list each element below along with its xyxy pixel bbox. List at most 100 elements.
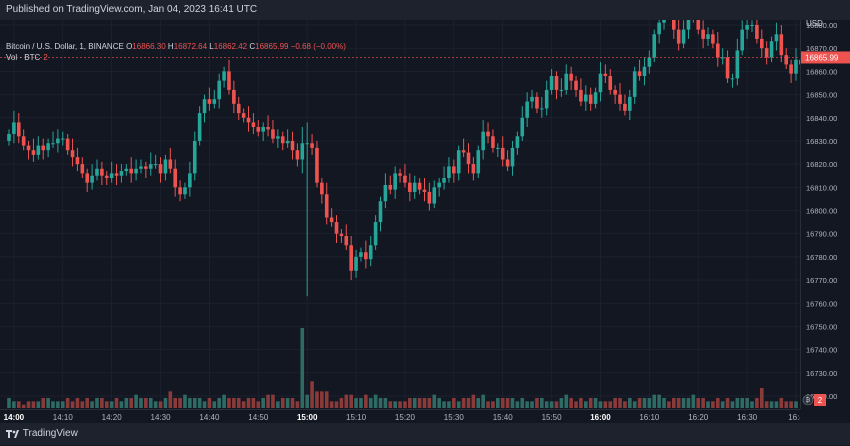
volume-bar — [192, 398, 197, 408]
volume-tag-label: 2 — [818, 396, 823, 405]
candle-body — [701, 29, 705, 39]
volume-bar — [525, 401, 529, 408]
price-axis[interactable]: 16720.0016730.0016740.0016750.0016760.00… — [800, 19, 850, 409]
candle-body — [784, 55, 789, 65]
volume-bar — [486, 401, 490, 408]
volume-bar — [696, 398, 701, 408]
volume-bar — [681, 398, 686, 408]
volume-bar — [408, 398, 412, 408]
candle-body — [139, 166, 143, 169]
volume-bar — [148, 398, 153, 408]
price-tick-label: 16820.00 — [806, 160, 837, 169]
tradingview-logo[interactable]: TradingView — [6, 423, 78, 446]
volume-bar — [26, 401, 31, 408]
volume-value: 2 — [43, 53, 48, 62]
chart-area[interactable]: Bitcoin / U.S. Dollar, 1, BINANCE O16866… — [0, 0, 808, 409]
candle-body — [510, 147, 515, 167]
volume-bar — [217, 398, 221, 408]
price-tick-label: 16750.00 — [806, 322, 837, 331]
candle-body — [608, 76, 613, 90]
volume-bar — [608, 401, 613, 408]
candle-body — [246, 117, 251, 123]
volume-tag — [814, 394, 826, 406]
legend-change: −0.68 (−0.00%) — [290, 42, 346, 51]
candle-body — [628, 96, 632, 111]
candle-body — [417, 182, 422, 190]
candle-body — [148, 164, 153, 169]
volume-bar — [789, 401, 793, 408]
candle-body — [647, 57, 652, 67]
volume-bar — [7, 398, 11, 408]
volume-bar — [80, 401, 85, 408]
volume-bar — [329, 401, 334, 408]
candle-body — [95, 168, 99, 176]
candle-body — [544, 89, 549, 109]
volume-bar — [584, 401, 588, 408]
volume-bar — [735, 398, 740, 408]
volume-bar — [36, 401, 41, 408]
volume-bar — [442, 401, 446, 408]
candle-body — [530, 96, 534, 102]
candle-body — [324, 194, 329, 218]
volume-bar — [163, 398, 168, 408]
candle-body — [261, 127, 265, 132]
candle-body — [500, 147, 505, 160]
volume-bar — [667, 401, 671, 408]
time-tick-label: 16:20 — [688, 413, 709, 422]
candle-body — [46, 143, 50, 151]
volume-bar — [344, 394, 349, 408]
candle-body — [163, 159, 168, 174]
volume-bar — [349, 394, 353, 408]
footer: TradingView — [0, 423, 850, 445]
volume-bar — [559, 398, 564, 408]
candle-body — [779, 34, 784, 56]
candle-body — [315, 147, 319, 183]
candle-body — [36, 145, 41, 155]
candle-body — [584, 94, 588, 102]
candle-body — [134, 168, 138, 174]
volume-bar — [280, 398, 285, 408]
legend-high-value: 16872.64 — [173, 42, 208, 51]
candle-body — [720, 57, 725, 59]
time-tick-label: 15:40 — [493, 413, 514, 422]
volume-bar — [549, 401, 554, 408]
candle-body — [520, 117, 525, 137]
volume-bar — [373, 394, 378, 408]
candle-body — [549, 76, 554, 90]
volume-bar — [422, 398, 427, 408]
candle-body — [554, 76, 559, 90]
candlestick-chart[interactable] — [0, 0, 808, 409]
volume-bar — [510, 398, 515, 408]
volume-bar — [745, 398, 749, 408]
time-tick-label: 14:00 — [4, 413, 25, 422]
volume-bar — [530, 401, 534, 408]
volume-bar — [676, 398, 681, 408]
candle-body — [100, 168, 104, 176]
volume-bar — [290, 398, 295, 408]
volume-bar — [388, 401, 393, 408]
candle-body — [794, 59, 798, 74]
volume-bar — [461, 398, 466, 408]
last-price-label: 16865.99 — [805, 53, 839, 62]
price-tick-label: 16800.00 — [806, 207, 837, 216]
time-axis-labels: 14:00 14:10 14:20 14:30 14:40 14:50 15:00 15:10… — [4, 413, 805, 422]
candle-body — [711, 34, 715, 44]
candle-body — [525, 101, 529, 118]
candle-body — [559, 89, 564, 91]
candle-body — [598, 73, 603, 93]
candle-body — [197, 113, 202, 141]
candle-body — [21, 136, 26, 146]
candle-body — [676, 29, 681, 44]
volume-bar — [574, 401, 578, 408]
candle-body — [51, 143, 55, 145]
candle-body — [104, 175, 109, 179]
volume-bar — [129, 398, 134, 408]
candle-body — [408, 182, 412, 192]
candle-body — [290, 140, 295, 151]
candle-body — [393, 173, 397, 190]
candle-body — [564, 73, 569, 90]
volume-bar — [41, 398, 46, 408]
volume-bar — [755, 398, 759, 408]
volume-bar — [540, 398, 544, 408]
time-axis[interactable]: 14:00 14:10 14:20 14:30 14:40 14:50 15:00 15:10… — [0, 409, 805, 423]
